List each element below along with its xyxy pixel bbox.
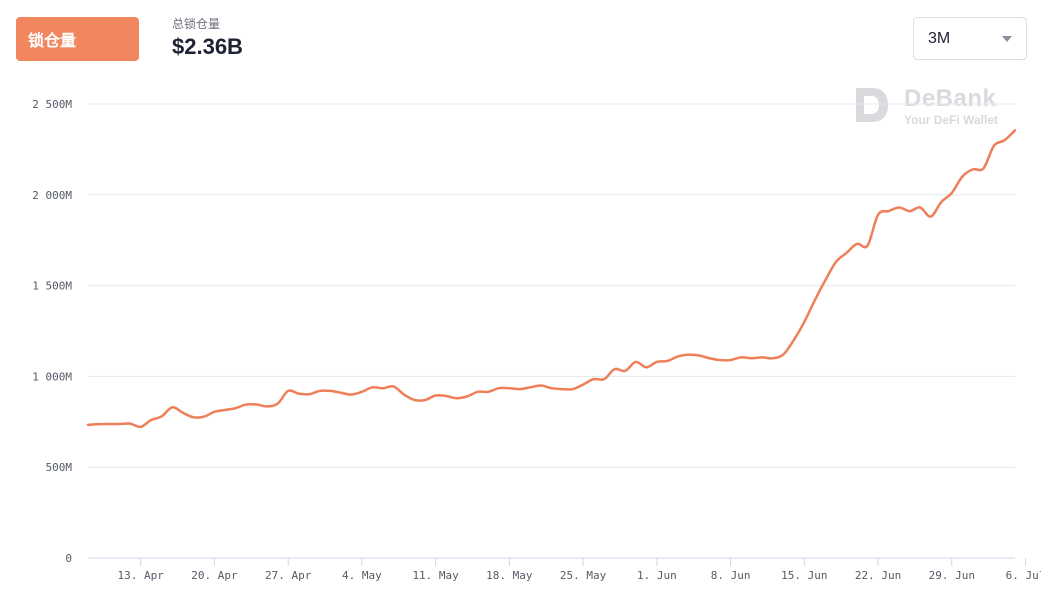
x-tick-label: 13. Apr [117,569,164,582]
x-tick-label: 15. Jun [781,569,827,582]
watermark-title: DeBank [904,85,997,112]
summary-value: $2.36B [172,34,243,59]
x-tick-label: 22. Jun [855,569,901,582]
series-line [86,129,1017,429]
summary: 总锁仓量 $2.36B [172,16,243,61]
chevron-down-icon [1002,35,1012,42]
time-range-value: 3M [928,29,951,47]
time-range-select[interactable]: 3M [913,17,1027,60]
debank-logo-icon [856,88,888,122]
y-tick-label: 500M [46,461,73,474]
y-axis: 0 500M 1 000M 1 500M 2 000M 2 500M [32,98,72,565]
watermark-subtitle: Your DeFi Wallet [904,113,999,127]
y-tick-label: 1 500M [32,280,72,293]
x-tick-label: 18. May [486,569,533,582]
x-tick-label: 20. Apr [191,569,238,582]
x-axis: 13. Apr 20. Apr 27. Apr 4. May 11. May 18. Ma… [88,557,1041,582]
x-tick-label: 6. Jul [1006,569,1041,582]
y-tick-label: 2 000M [32,189,72,202]
x-tick-label: 25. May [560,569,607,582]
tab-locked-value[interactable]: 锁仓量 [16,17,139,61]
x-tick-label: 1. Jun [637,569,677,582]
x-tick-label: 11. May [412,569,459,582]
summary-label: 总锁仓量 [172,17,221,31]
x-tick-label: 4. May [342,569,382,582]
y-tick-label: 0 [65,552,72,565]
debank-watermark: DeBank Your DeFi Wallet [854,86,998,127]
grid-lines [88,103,1015,468]
y-tick-label: 1 000M [32,370,72,383]
x-tick-label: 29. Jun [929,569,975,582]
x-tick-label: 27. Apr [265,569,312,582]
y-tick-label: 2 500M [32,98,72,111]
x-tick-label: 8. Jun [711,569,751,582]
